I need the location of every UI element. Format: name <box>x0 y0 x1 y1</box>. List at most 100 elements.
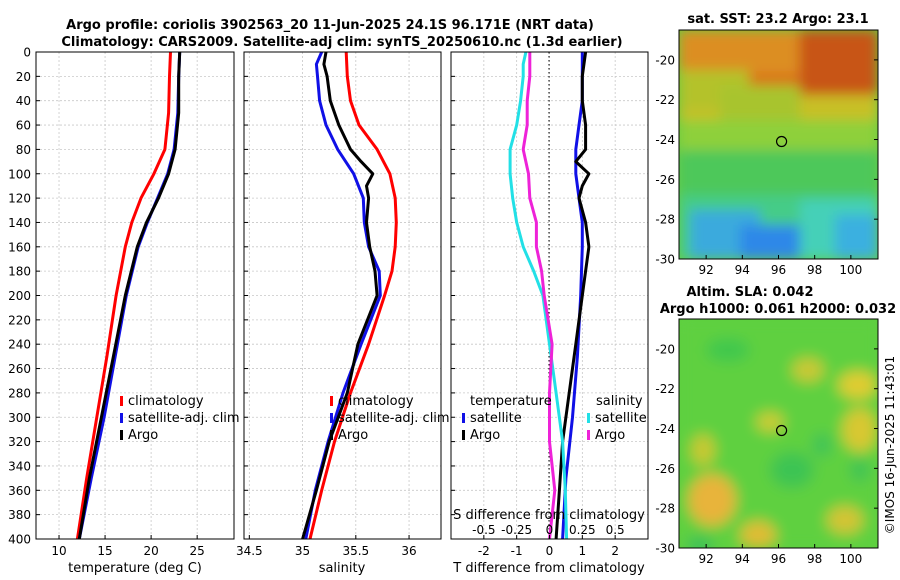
legend-label-satellite-adj: satellite-adj. clim <box>338 411 450 426</box>
y-tick-label: 260 <box>8 362 31 376</box>
series-line-s-satellite <box>508 51 569 540</box>
y-tick-label: 360 <box>8 484 31 498</box>
legend-swatch-satellite-adj <box>120 413 123 423</box>
legend-swatch-satellite-adj <box>330 413 333 423</box>
legend-swatch-t-argo <box>462 430 465 440</box>
y-tick-label: 280 <box>8 386 31 400</box>
y-tick-label: 60 <box>16 119 31 133</box>
y-tick-label: 220 <box>8 313 31 327</box>
imos-credit: ©IMOS 16-Jun-2025 11:43:01 <box>883 356 897 534</box>
map-y-tick-label: -22 <box>655 93 675 107</box>
y-tick-label: 80 <box>16 143 31 157</box>
x-tick-label: 20 <box>143 544 158 558</box>
legend-swatch-argo <box>120 430 123 440</box>
x-tick-label: -2 <box>478 544 490 558</box>
legend-label-argo: Argo <box>128 428 158 443</box>
y-tick-label: 160 <box>8 240 31 254</box>
x-tick-label: 0 <box>546 544 554 558</box>
y-tick-label: 240 <box>8 338 31 352</box>
y-tick-label: 320 <box>8 435 31 449</box>
map-y-tick-label: -20 <box>655 342 675 356</box>
x-tick-label: 35 <box>295 544 310 558</box>
salinity-xlabel: salinity <box>319 561 366 576</box>
map-y-tick-label: -20 <box>655 53 675 67</box>
salinity-panel: 34.5 35 35.5 36 salinity climatology satell… <box>236 51 450 576</box>
map-y-tick-label: -22 <box>655 382 675 396</box>
legend-label-satellite-adj: satellite-adj. clim <box>128 411 240 426</box>
legend-label-s-argo: Argo <box>595 428 625 443</box>
map-x-tick-label: 100 <box>839 263 862 277</box>
t-difference-xlabel: T difference from climatology <box>452 561 645 576</box>
legend-swatch-t-satellite <box>462 413 465 423</box>
s-difference-label: S difference from climatology <box>453 508 645 523</box>
difference-legend: temperature satellite Argo salinity sate… <box>462 394 647 443</box>
legend-label-t-argo: Argo <box>470 428 500 443</box>
x-tick-label: 10 <box>51 544 66 558</box>
series-line-s-argo <box>521 52 557 540</box>
y-tick-label: 140 <box>8 216 31 230</box>
map-x-tick-label: 92 <box>698 263 713 277</box>
temperature-legend: climatology satellite-adj. clim Argo <box>120 394 240 443</box>
legend-title-salinity: salinity <box>596 394 643 409</box>
x-tick-label: 15 <box>97 544 112 558</box>
argo-location-marker <box>775 135 788 148</box>
y-tick-label: 400 <box>8 533 31 547</box>
argo-location-marker <box>775 424 788 437</box>
x-tick-label: 2 <box>611 544 619 558</box>
x-tick-label: 25 <box>190 544 205 558</box>
map-x-tick-label: 98 <box>807 263 822 277</box>
x-tick-label: 36 <box>401 544 416 558</box>
sst-heatmap <box>679 30 878 259</box>
temperature-xlabel: temperature (deg C) <box>68 561 202 576</box>
series-line-argo <box>301 51 379 540</box>
legend-label-s-satellite: satellite <box>595 411 647 426</box>
legend-label-t-satellite: satellite <box>470 411 522 426</box>
y-tick-label: 300 <box>8 411 31 425</box>
map-x-tick-label: 98 <box>807 552 822 566</box>
map-y-tick-label: -24 <box>655 422 675 436</box>
legend-label-climatology: climatology <box>338 394 414 409</box>
s-tick-label: -0.25 <box>501 523 532 537</box>
series-line-t-argo <box>554 51 591 540</box>
sla-map-title-line1: Altim. SLA: 0.042 <box>687 285 814 300</box>
legend-swatch-climatology <box>330 396 333 406</box>
y-tick-label: 0 <box>23 46 31 60</box>
x-tick-label: 1 <box>579 544 587 558</box>
series-line-climatology <box>75 51 172 540</box>
s-tick-label: 0.25 <box>569 523 596 537</box>
y-tick-label: 200 <box>8 289 31 303</box>
map-x-tick-label: 94 <box>735 263 750 277</box>
x-tick-label: -1 <box>511 544 523 558</box>
legend-label-climatology: climatology <box>128 394 204 409</box>
legend-swatch-argo <box>330 430 333 440</box>
y-tick-label: 180 <box>8 265 31 279</box>
y-tick-label: 340 <box>8 459 31 473</box>
x-tick-label: 34.5 <box>236 544 263 558</box>
legend-label-argo: Argo <box>338 428 368 443</box>
series-line-satellite-adj-clim <box>304 51 382 540</box>
y-tick-label: 120 <box>8 192 31 206</box>
sla-map-title-line2: Argo h1000: 0.061 h2000: 0.032 <box>660 302 896 317</box>
figure-title-line2: Climatology: CARS2009. Satellite-adj cli… <box>61 35 622 50</box>
map-y-tick-label: -28 <box>655 502 675 516</box>
legend-swatch-s-satellite <box>587 413 590 423</box>
figure-title-line1: Argo profile: coriolis 3902563_20 11-Jun… <box>66 18 594 33</box>
legend-swatch-climatology <box>120 396 123 406</box>
difference-panel: -2 -1 0 1 2 -0.5 -0.25 0 0.25 0.5 S difference f… <box>450 51 649 576</box>
map-y-tick-label: -24 <box>655 133 675 147</box>
salinity-legend: climatology satellite-adj. clim Argo <box>330 394 450 443</box>
y-tick-label: 380 <box>8 508 31 522</box>
legend-swatch-s-argo <box>587 430 590 440</box>
sst-map-title: sat. SST: 23.2 Argo: 23.1 <box>687 12 868 27</box>
x-tick-label: 35.5 <box>342 544 369 558</box>
s-tick-label: -0.5 <box>472 523 495 537</box>
series-line-argo <box>77 51 182 540</box>
y-tick-label: 100 <box>8 167 31 181</box>
map-y-tick-label: -30 <box>655 253 675 267</box>
map-y-tick-label: -26 <box>655 462 675 476</box>
map-x-tick-label: 96 <box>771 552 786 566</box>
temperature-panel: 0 20 40 60 80 100 120 140 160 180 200 220 240 260 280 3… <box>8 46 240 577</box>
map-y-tick-label: -30 <box>655 542 675 556</box>
map-x-tick-label: 96 <box>771 263 786 277</box>
map-y-tick-label: -26 <box>655 173 675 187</box>
